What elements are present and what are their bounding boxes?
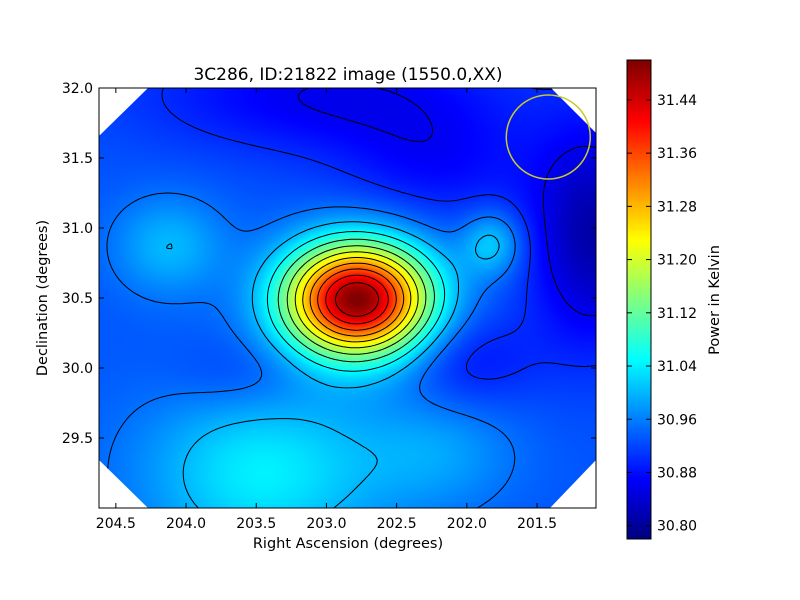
colorbar-tick-label: 30.80 (657, 519, 697, 535)
contour-line (106, 192, 516, 508)
colorbar-gradient (627, 60, 651, 539)
x-tick-label: 204.0 (166, 516, 206, 532)
contour-line (166, 221, 500, 508)
contour-line (294, 251, 419, 349)
beam-circle (505, 94, 592, 180)
x-axis-ticks: 204.5 204.0 203.5 203.0 202.5 202.0 201.5 (96, 88, 557, 532)
contour-line (161, 88, 596, 380)
y-tick-label: 29.5 (62, 431, 93, 447)
colorbar-frame (626, 59, 652, 540)
colorbar-tick-label: 31.44 (657, 93, 697, 109)
x-tick-label: 203.5 (236, 516, 276, 532)
x-tick-label: 202.0 (447, 516, 487, 532)
chart-title: 3C286, ID:21822 image (1550.0,XX) (193, 65, 502, 85)
contour-lines (106, 88, 596, 508)
contour-line (309, 262, 405, 337)
colorbar-tick-label: 31.28 (657, 199, 697, 215)
y-axis-label: Declination (degrees) (35, 220, 51, 376)
colorbar-label: Power in Kelvin (707, 245, 723, 355)
contour-line (286, 245, 427, 355)
colorbar-tick-label: 31.12 (657, 306, 697, 322)
colorbar-tick-label: 31.04 (657, 359, 697, 375)
heatmap-image (99, 88, 596, 508)
y-tick-label: 31.0 (62, 221, 93, 237)
colorbar-tick-label: 30.96 (657, 412, 697, 428)
y-tick-label: 31.5 (62, 151, 93, 167)
colorbar-tick-label: 30.88 (657, 465, 697, 481)
contour-line (277, 238, 435, 363)
x-axis-label: Right Ascension (degrees) (253, 536, 443, 552)
colorbar-tick-label: 31.36 (657, 146, 697, 162)
heatmap-plot: 204.5 204.0 203.5 203.0 202.5 202.0 201.5 29.5… (62, 81, 597, 532)
x-tick-label: 203.0 (306, 516, 346, 532)
y-tick-label: 30.0 (62, 361, 93, 377)
y-tick-label: 30.5 (62, 291, 93, 307)
y-axis-ticks: 29.5 30.0 30.5 31.0 31.5 32.0 (62, 81, 596, 447)
contour-line (334, 282, 380, 317)
x-tick-label: 201.5 (517, 516, 557, 532)
colorbar-ticks: 30.80 30.88 30.96 31.04 31.12 31.20 31.28 31.36… (627, 93, 697, 535)
contour-line (317, 268, 397, 331)
contour-line (297, 88, 596, 317)
x-tick-label: 202.5 (377, 516, 417, 532)
colorbar: 30.80 30.88 30.96 31.04 31.12 31.20 31.28 31.36… (626, 59, 697, 540)
contour-line (325, 274, 389, 325)
contour-line (266, 231, 446, 372)
x-tick-label: 204.5 (96, 516, 136, 532)
contour-line (302, 257, 412, 343)
y-tick-label: 32.0 (62, 81, 93, 97)
colorbar-tick-label: 31.20 (657, 253, 697, 269)
